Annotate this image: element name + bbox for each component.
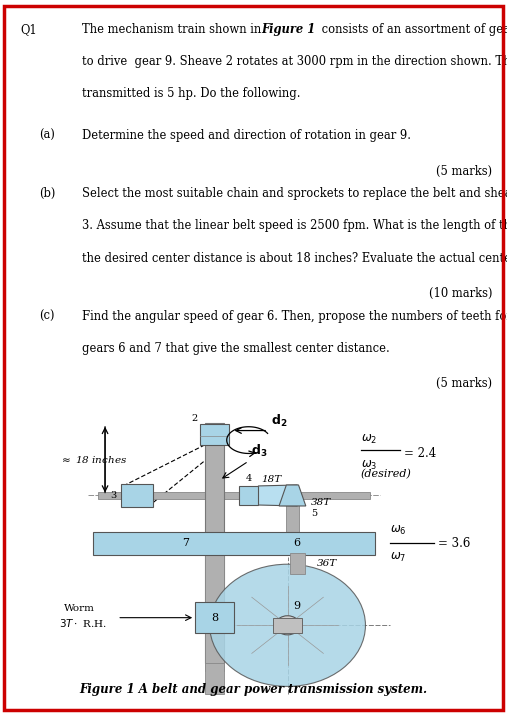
Text: Q1: Q1 xyxy=(20,23,37,36)
Text: (5 marks): (5 marks) xyxy=(436,165,492,178)
Text: the desired center distance is about 18 inches? Evaluate the actual center dista: the desired center distance is about 18 … xyxy=(82,252,507,265)
Bar xyxy=(224,492,370,499)
Text: transmitted is 5 hp. Do the following.: transmitted is 5 hp. Do the following. xyxy=(82,87,301,100)
Bar xyxy=(290,553,305,574)
Text: to drive  gear 9. Sheave 2 rotates at 3000 rpm in the direction shown. The power: to drive gear 9. Sheave 2 rotates at 300… xyxy=(82,55,507,68)
Text: $\approx$ 18 inches: $\approx$ 18 inches xyxy=(59,454,127,465)
Text: = 2.4: = 2.4 xyxy=(405,447,437,460)
Text: (c): (c) xyxy=(40,310,55,323)
Text: 5: 5 xyxy=(311,509,317,518)
Circle shape xyxy=(275,616,300,635)
Text: Select the most suitable chain and sprockets to replace the belt and sheaves 2 a: Select the most suitable chain and sproc… xyxy=(82,188,507,200)
Text: 8: 8 xyxy=(211,613,218,623)
Bar xyxy=(205,423,224,664)
Text: 3: 3 xyxy=(111,491,117,500)
Text: $\omega_3$: $\omega_3$ xyxy=(360,459,377,473)
Text: (10 marks): (10 marks) xyxy=(428,287,492,300)
Text: Figure 1: Figure 1 xyxy=(261,23,315,36)
Polygon shape xyxy=(279,485,306,506)
Text: (b): (b) xyxy=(40,188,56,200)
Text: 2: 2 xyxy=(191,414,198,422)
Text: $\omega_6$: $\omega_6$ xyxy=(390,524,407,538)
Text: gears 6 and 7 that give the smallest center distance.: gears 6 and 7 that give the smallest cen… xyxy=(82,342,390,355)
Text: $3T\cdot$ R.H.: $3T\cdot$ R.H. xyxy=(59,617,106,629)
Text: Worm: Worm xyxy=(64,604,94,613)
Text: Determine the speed and direction of rotation in gear 9.: Determine the speed and direction of rot… xyxy=(82,130,411,142)
Text: = 3.6: = 3.6 xyxy=(439,537,471,550)
Bar xyxy=(93,532,375,555)
Bar xyxy=(286,498,299,536)
Text: 38T: 38T xyxy=(311,498,331,507)
Bar xyxy=(98,492,205,499)
Circle shape xyxy=(210,564,366,687)
Text: (a): (a) xyxy=(40,130,55,142)
Text: 3. Assume that the linear belt speed is 2500 fpm. What is the length of the chai: 3. Assume that the linear belt speed is … xyxy=(82,220,507,233)
Bar xyxy=(195,602,234,633)
Text: 6: 6 xyxy=(294,538,301,548)
Text: Figure 1 A belt and gear power transmission system.: Figure 1 A belt and gear power transmiss… xyxy=(80,683,427,696)
Text: Find the angular speed of gear 6. Then, propose the numbers of teeth for the spu: Find the angular speed of gear 6. Then, … xyxy=(82,310,507,323)
Bar xyxy=(273,618,302,633)
Text: 7: 7 xyxy=(182,538,189,548)
Text: 36T: 36T xyxy=(316,559,337,568)
Text: $\mathbf{d_2}$: $\mathbf{d_2}$ xyxy=(271,412,287,429)
Text: $\mathbf{d_3}$: $\mathbf{d_3}$ xyxy=(251,443,268,459)
Text: (5 marks): (5 marks) xyxy=(436,377,492,390)
Polygon shape xyxy=(259,485,297,506)
Bar xyxy=(205,664,224,694)
Text: 9: 9 xyxy=(294,601,301,611)
Text: The mechanism train shown in: The mechanism train shown in xyxy=(82,23,265,36)
Text: $\omega_7$: $\omega_7$ xyxy=(390,551,406,564)
Bar xyxy=(239,486,259,505)
Text: consists of an assortment of gears and sheaves: consists of an assortment of gears and s… xyxy=(318,23,507,36)
Bar xyxy=(200,424,229,445)
Text: 18T: 18T xyxy=(261,475,281,484)
Text: $\omega_2$: $\omega_2$ xyxy=(360,432,377,446)
Text: (desired): (desired) xyxy=(360,469,412,479)
Bar xyxy=(121,484,153,507)
Text: 4: 4 xyxy=(245,474,252,483)
Bar xyxy=(205,555,224,671)
